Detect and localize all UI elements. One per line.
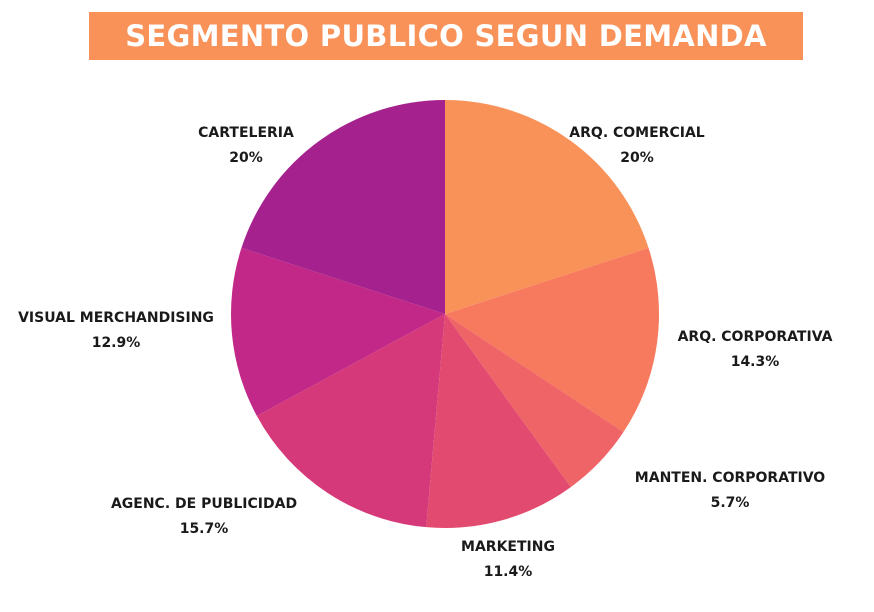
pie-slice-arq-comercial — [445, 100, 649, 314]
slice-label: AGENC. DE PUBLICIDAD — [111, 496, 297, 512]
pie-slice-visual-merchandising — [230, 247, 445, 416]
pie-slice-manten-corporativo — [445, 314, 624, 488]
pie-slices — [230, 99, 660, 528]
pie-slice-arq-corporativa — [445, 247, 660, 433]
pie-slice-marketing — [426, 314, 571, 528]
slice-label: VISUAL MERCHANDISING — [18, 310, 214, 326]
slice-value-label: 14.3% — [731, 354, 780, 370]
slice-label: CARTELERIA — [198, 125, 294, 141]
slice-label: ARQ. CORPORATIVA — [678, 329, 833, 345]
slice-value-label: 20% — [620, 150, 654, 166]
slice-label: MANTEN. CORPORATIVO — [635, 470, 826, 486]
pie-slice-carteleria — [241, 99, 445, 314]
slice-value-label: 5.7% — [711, 495, 750, 511]
pie-slice-agenc-de-publicidad — [256, 314, 445, 528]
slice-label: MARKETING — [461, 539, 555, 555]
chart-title: SEGMENTO PUBLICO SEGUN DEMANDA — [125, 19, 767, 53]
slice-value-label: 20% — [229, 150, 263, 166]
slice-value-label: 11.4% — [484, 564, 533, 580]
pie-labels: ARQ. COMERCIAL 20% ARQ. CORPORATIVA 14.3% MA… — [18, 125, 832, 580]
title-banner: SEGMENTO PUBLICO SEGUN DEMANDA — [89, 12, 803, 60]
slice-value-label: 15.7% — [180, 521, 229, 537]
slice-value-label: 12.9% — [92, 335, 141, 351]
slice-label: ARQ. COMERCIAL — [569, 125, 704, 141]
